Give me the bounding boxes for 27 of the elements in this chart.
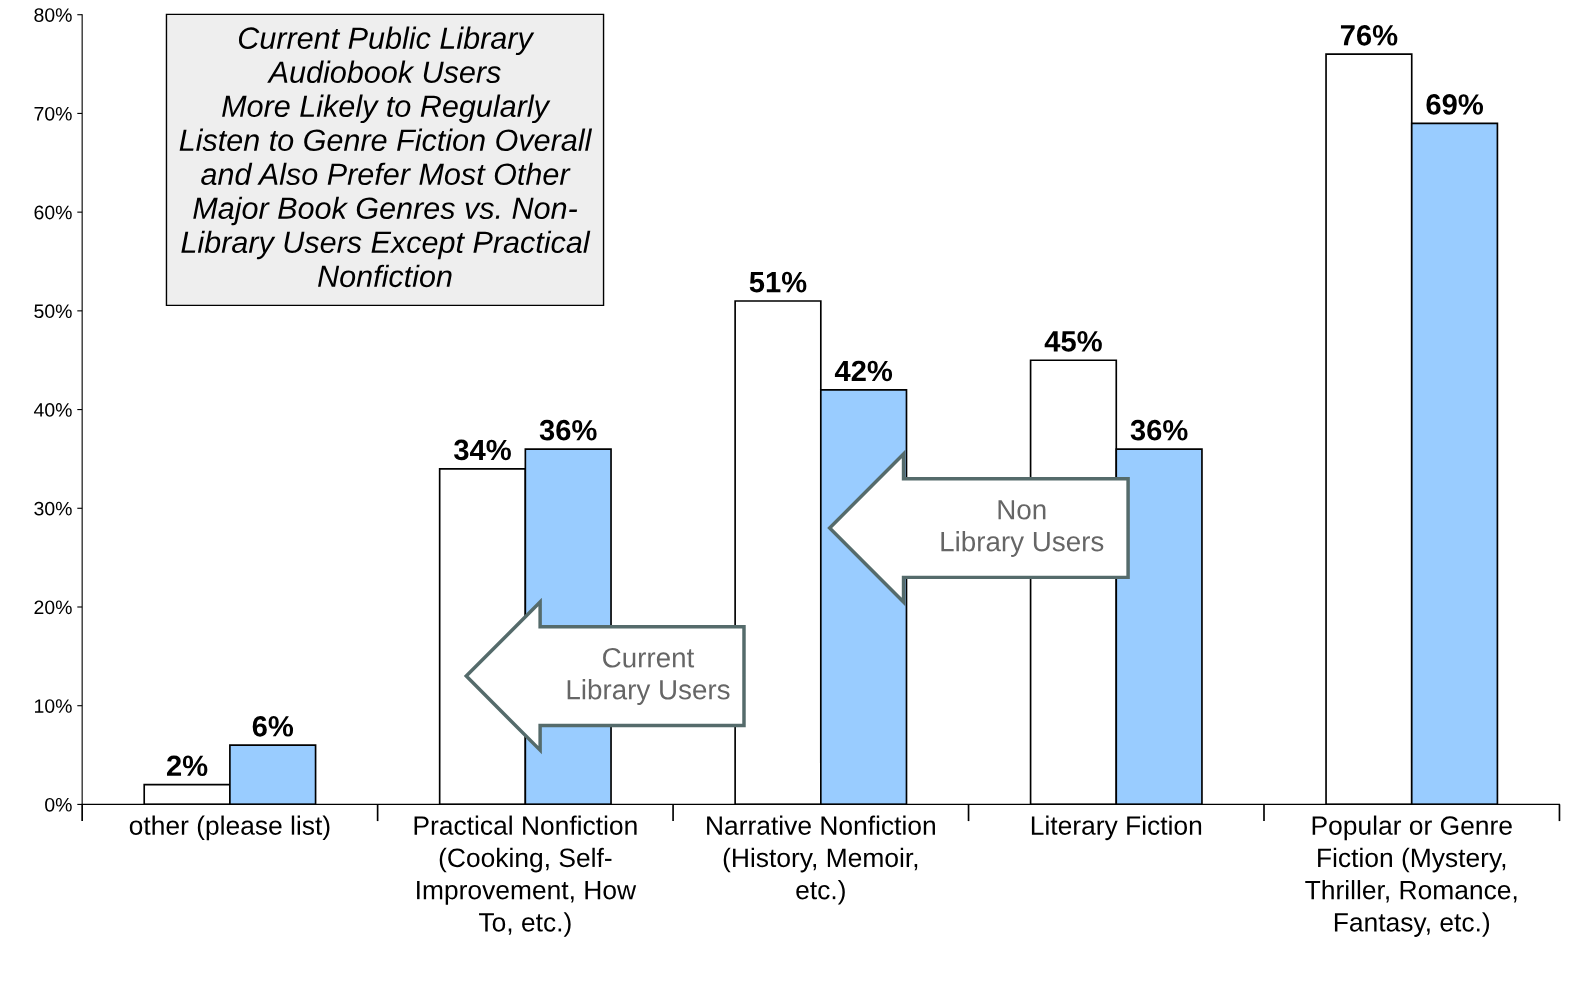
y-tick-label: 0% — [45, 797, 72, 812]
data-label: 45% — [1044, 331, 1102, 352]
series-label: Non Library Users — [941, 500, 1104, 557]
x-tick-label: other (please list) — [129, 815, 330, 841]
y-tick-label: 80% — [34, 8, 72, 22]
data-label: 42% — [834, 360, 893, 382]
data-label: 36% — [1130, 419, 1188, 441]
data-label: 2% — [166, 755, 208, 777]
x-tick-label: Practical Nonfiction (Cooking, Self- Improvement, How To, etc.) — [414, 815, 637, 937]
x-tick-label: Literary Fiction — [1031, 815, 1202, 841]
data-label: 51% — [749, 271, 807, 293]
y-tick-label: 20% — [34, 600, 72, 615]
y-tick-label: 30% — [34, 501, 72, 516]
data-label: 36% — [539, 419, 597, 441]
data-label: 76% — [1340, 25, 1398, 46]
y-tick-label: 50% — [34, 304, 72, 319]
x-tick-label: Popular or Genre Fiction (Mystery, Thriller, Romance, Fantasy, etc.) — [1305, 815, 1517, 937]
y-tick-label: 40% — [33, 403, 72, 417]
y-tick-label: 10% — [35, 699, 72, 713]
y-tick-label: 60% — [34, 205, 72, 220]
y-tick-label: 70% — [34, 106, 72, 121]
series-label: Current Library Users — [567, 647, 730, 706]
data-label: 69% — [1426, 94, 1483, 115]
x-tick-label: Narrative Nonfiction (History, Memoir, etc.) — [707, 815, 935, 905]
text: Current Public Library Audiobook Users More Likely to Regularly Listen to Genre Fiction Overall and Also Prefer Most Other Major Book Genres vs. Non- Library Users Except Practical Nonfiction — [179, 26, 593, 288]
data-label: 34% — [453, 439, 511, 461]
data-label: 6% — [252, 716, 294, 737]
